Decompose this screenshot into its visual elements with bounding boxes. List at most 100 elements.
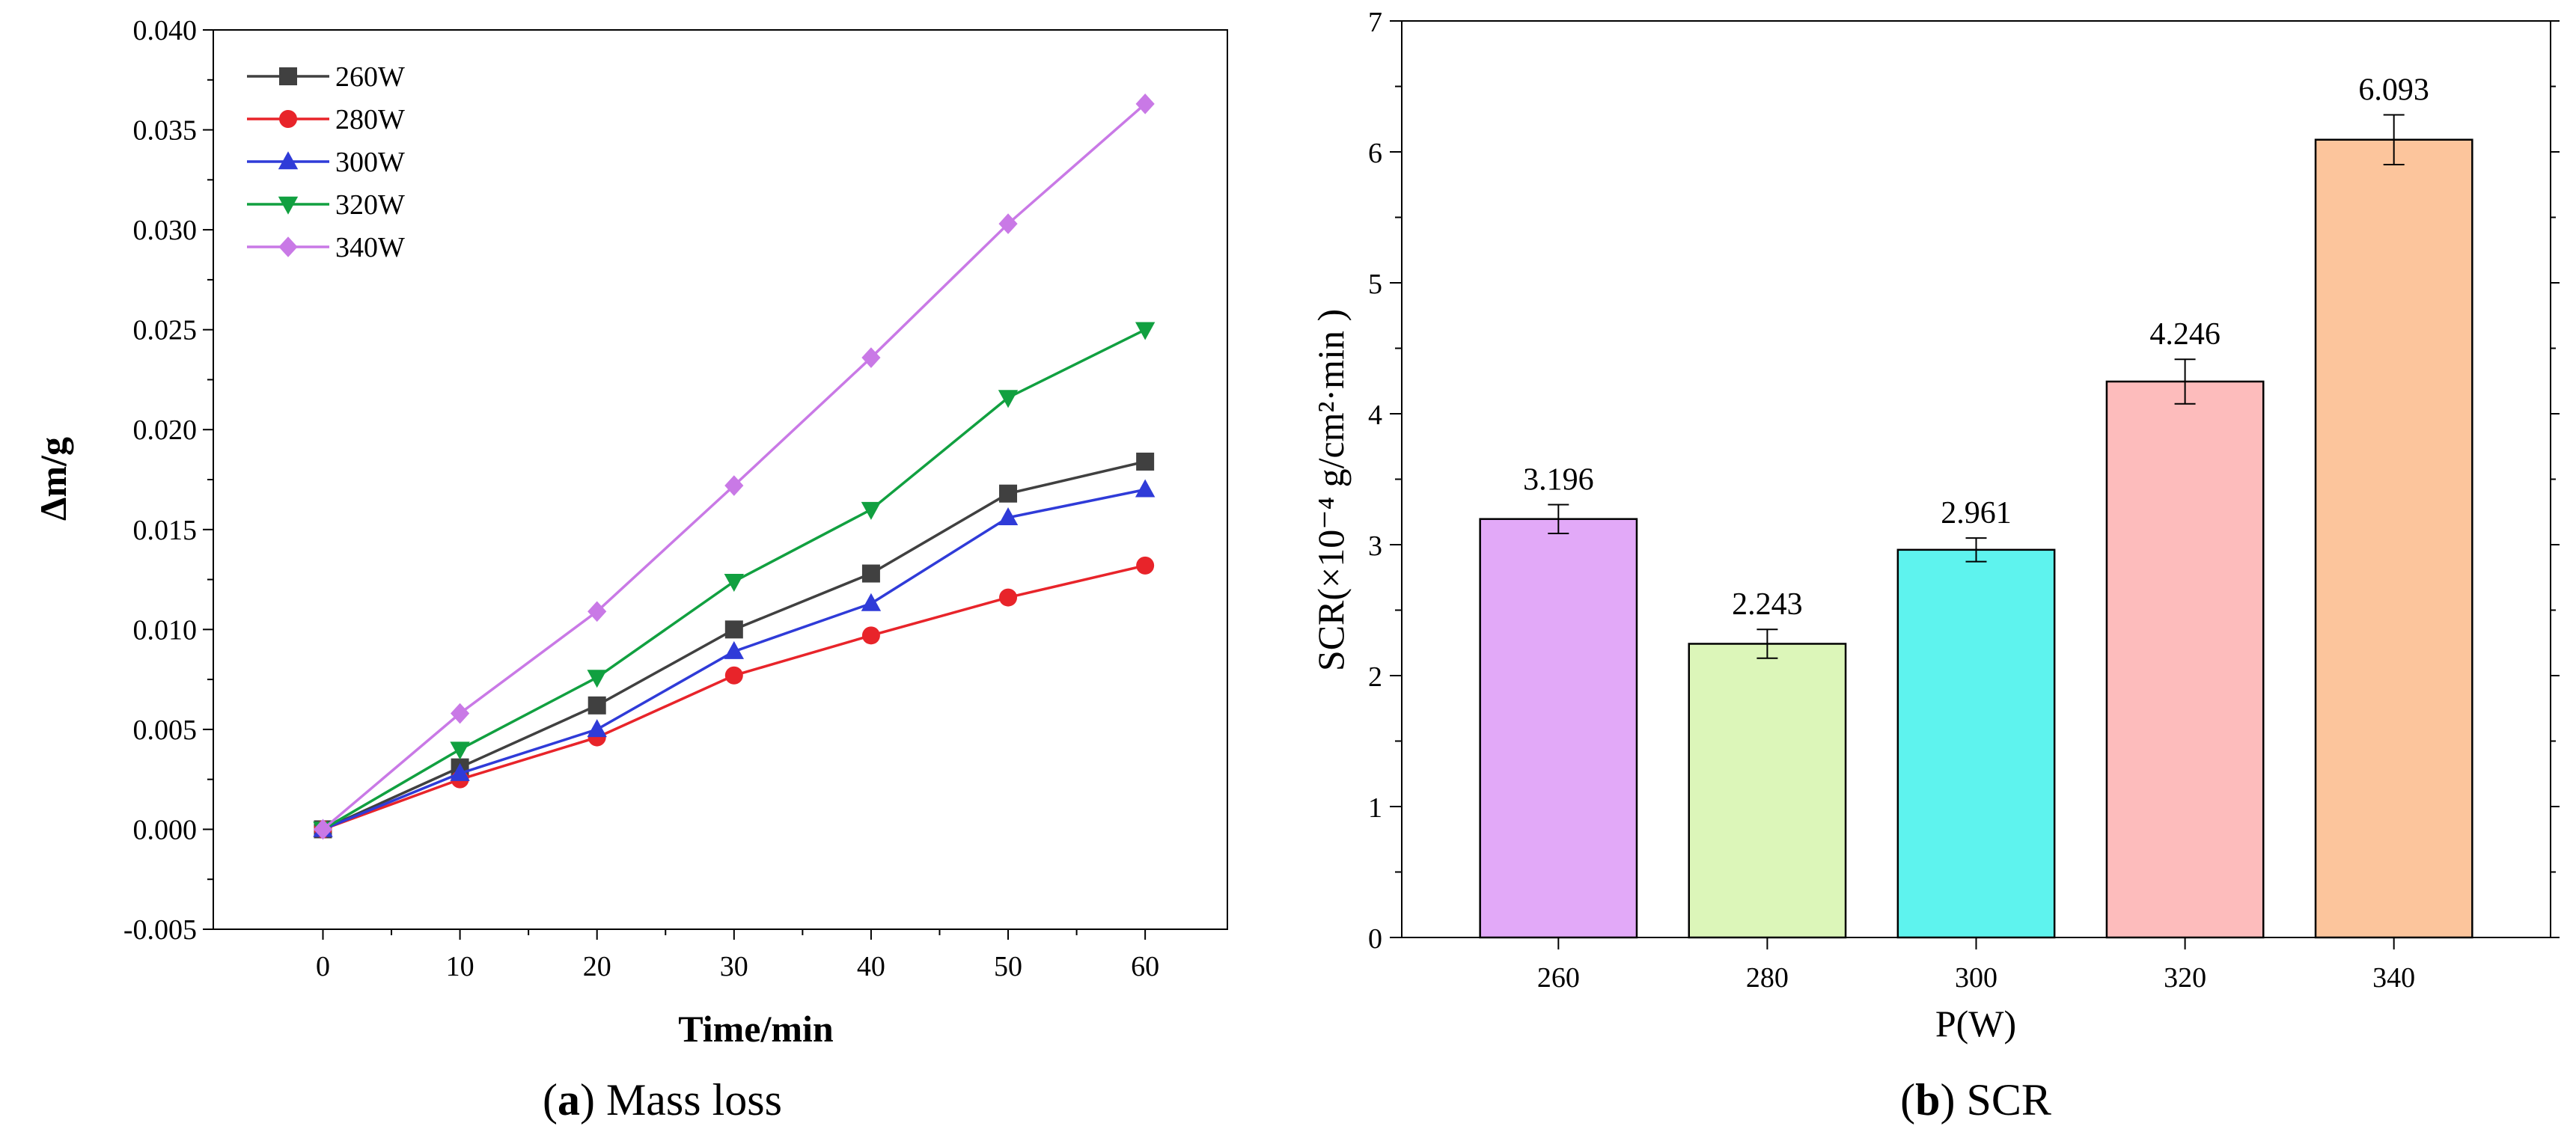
y-tick-label-a: -0.005 (123, 914, 197, 946)
caption-letter-b: b (1915, 1075, 1940, 1125)
caption-text-b: SCR (1966, 1075, 2051, 1125)
x-tick-label-b: 340 (2372, 962, 2415, 994)
y-tick-label-b: 6 (1368, 138, 1382, 169)
legend-marker (279, 110, 297, 128)
y-tick-label-b: 1 (1368, 792, 1382, 824)
data-point-340W (1135, 94, 1155, 114)
data-label-340: 6.093 (2358, 73, 2429, 107)
caption-text-a: Mass loss (606, 1075, 782, 1125)
data-point-300W (998, 507, 1019, 525)
data-point-320W (998, 390, 1019, 409)
legend-item-300W: 300W (247, 147, 405, 178)
legend-marker (279, 67, 297, 85)
legend-label: 300W (335, 147, 405, 178)
data-label-280: 2.243 (1732, 587, 1803, 622)
panel-b-scr-chart: 0 1 2 3 4 5 6 7 3.196 2.243 2.961 4.246 6.093 260 28… (1310, 7, 2560, 1125)
legend-marker (278, 196, 299, 215)
y-axis-ticks-a: -0.005 0.000 0.005 0.010 0.015 0.020 0.025 0.03… (123, 15, 213, 946)
x-axis-ticks-b: 260 280 300 320 340 (1537, 937, 2415, 994)
bar-340 (2314, 138, 2473, 939)
series-320W (313, 322, 1156, 840)
caption-b: (b) SCR (1900, 1075, 2051, 1125)
data-point-340W (998, 213, 1018, 234)
data-point-320W (450, 741, 470, 760)
legend-item-260W: 260W (247, 61, 405, 93)
data-point-280W (861, 626, 880, 645)
data-point-300W (450, 762, 470, 781)
data-point-300W (587, 719, 607, 738)
bar-280 (1688, 643, 1847, 939)
y-tick-label-b: 5 (1368, 269, 1382, 300)
bar-300 (1896, 548, 2056, 939)
data-point-320W (724, 574, 745, 593)
legend-item-320W: 320W (247, 189, 405, 221)
bar-group-320: 4.246 (2105, 317, 2265, 939)
data-point-280W (999, 588, 1018, 607)
y-tick-label-a: 0.030 (133, 215, 198, 246)
bar-320 (2105, 380, 2265, 939)
x-axis-label-b: P(W) (1935, 1003, 2016, 1044)
legend-a: 260W 280W 300W 320W 340W (247, 61, 405, 263)
y-tick-label-a: 0.015 (133, 515, 198, 546)
data-point-260W (861, 564, 880, 583)
data-point-260W (1136, 452, 1155, 471)
legend-label: 320W (335, 189, 405, 221)
x-tick-label-a: 60 (1131, 951, 1159, 982)
y-tick-label-a: 0.020 (133, 414, 198, 446)
bar-260 (1479, 518, 1638, 939)
data-point-260W (587, 696, 606, 715)
y-tick-label-a: 0.025 (133, 315, 198, 346)
x-tick-label-b: 280 (1746, 962, 1789, 994)
y-axis-ticks-b: 0 1 2 3 4 5 6 7 (1368, 7, 2560, 955)
data-point-340W (724, 475, 744, 496)
data-point-320W (861, 501, 882, 520)
y-axis-label-b: SCR(×10⁻⁴ g/cm²·min ) (1310, 309, 1352, 671)
x-tick-label-b: 320 (2164, 962, 2206, 994)
y-tick-label-a: 0.035 (133, 115, 198, 147)
series-lines-a (313, 94, 1156, 840)
data-point-260W (724, 620, 743, 639)
caption-a: (a) Mass loss (543, 1075, 782, 1125)
data-point-300W (724, 640, 745, 659)
x-axis-ticks-a: 0 10 20 30 40 50 60 (316, 929, 1159, 982)
legend-item-340W: 340W (247, 232, 405, 263)
legend-marker (278, 236, 298, 257)
legend-label: 260W (335, 61, 405, 93)
data-point-340W (587, 601, 607, 622)
bar-group-280: 2.243 (1688, 587, 1847, 939)
data-point-280W (1136, 556, 1155, 575)
series-340W (313, 94, 1155, 840)
x-tick-label-b: 260 (1537, 962, 1580, 994)
bar-group-300: 2.961 (1896, 496, 2056, 939)
x-tick-label-a: 10 (446, 951, 474, 982)
data-point-260W (999, 484, 1018, 503)
y-tick-label-a: 0.040 (133, 15, 198, 46)
y-tick-label-a: 0.010 (133, 614, 198, 646)
panel-a-mass-loss-chart: -0.005 0.000 0.005 0.010 0.015 0.020 0.025 0.03… (32, 15, 1228, 1125)
data-point-340W (861, 347, 881, 368)
y-tick-label-a: 0.000 (133, 814, 198, 845)
caption-letter-a: a (558, 1075, 580, 1125)
bar-group-260: 3.196 (1479, 462, 1638, 939)
bars-b: 3.196 2.243 2.961 4.246 6.093 (1479, 73, 2473, 939)
data-point-320W (587, 670, 607, 688)
x-tick-label-a: 30 (720, 951, 748, 982)
bar-group-340: 6.093 (2314, 73, 2473, 939)
y-tick-label-b: 7 (1368, 7, 1382, 38)
data-point-340W (313, 819, 333, 840)
y-tick-label-b: 3 (1368, 530, 1382, 562)
legend-label: 280W (335, 104, 405, 135)
legend-marker (278, 151, 299, 170)
y-tick-label-b: 4 (1368, 400, 1382, 431)
data-label-300: 2.961 (1941, 496, 2012, 530)
x-tick-label-a: 20 (583, 951, 611, 982)
y-tick-label-b: 2 (1368, 661, 1382, 693)
x-axis-label-a: Time/min (678, 1008, 834, 1050)
y-tick-label-b: 0 (1368, 923, 1382, 955)
x-tick-label-a: 50 (994, 951, 1022, 982)
data-label-320: 4.246 (2149, 317, 2221, 352)
data-point-300W (861, 593, 882, 611)
x-tick-label-a: 0 (316, 951, 330, 982)
data-point-340W (450, 703, 470, 724)
